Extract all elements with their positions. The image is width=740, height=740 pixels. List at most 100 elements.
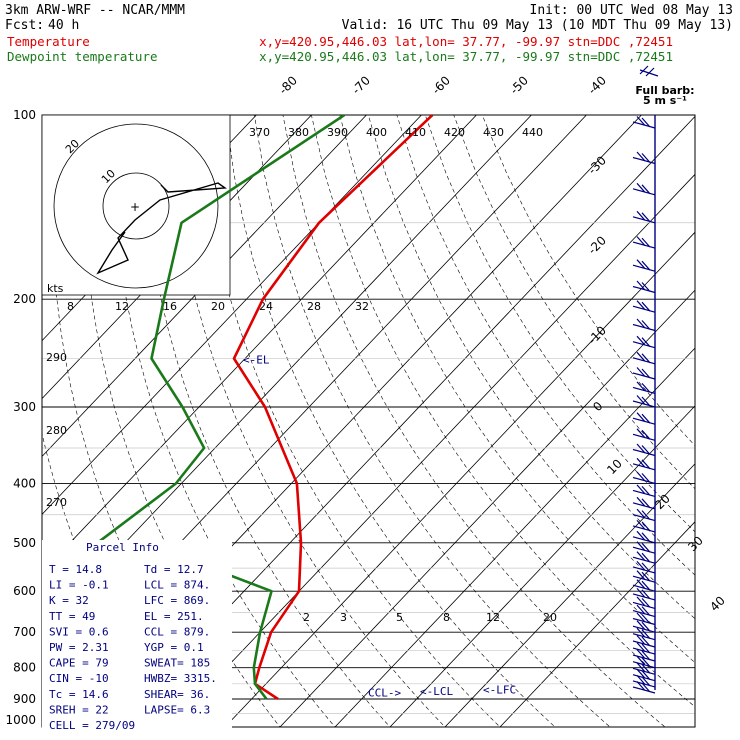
pressure-tick-label: 200: [13, 292, 36, 306]
isotherm-line: [42, 115, 367, 458]
parcel-stat-left: K = 32: [49, 594, 89, 607]
pressure-tick-label: 1000: [5, 713, 36, 727]
isotherm-label: -80: [276, 73, 300, 97]
hodograph-speed-tick: 12: [115, 300, 129, 313]
hodograph-speed-tick: 28: [307, 300, 321, 313]
wind-barb: [632, 412, 656, 425]
wind-barb: [632, 662, 656, 675]
wind-barb: [632, 642, 656, 655]
temperature-legend: Temperature: [7, 34, 90, 49]
isotherm-label: -40: [585, 73, 609, 97]
parcel-info-panel: Parcel Info T = 14.8 Td = 12.7 LI = -0.1 LC…: [42, 540, 232, 732]
wind-barb: [632, 428, 656, 441]
isotherm-label: -20: [585, 233, 609, 257]
isotherm-line: [444, 463, 695, 727]
isotherm-label: 10: [604, 456, 625, 477]
level-annotation: <-LCL: [420, 685, 453, 698]
hodograph-box: [41, 114, 231, 296]
parcel-stat-left: LI = -0.1: [49, 579, 109, 592]
wind-barb: [632, 471, 656, 485]
dry-adiabat: [481, 115, 695, 447]
wind-barb: [632, 259, 656, 272]
parcel-stat-right: SWEAT= 185: [144, 657, 210, 670]
mixing-ratio-label: 20: [543, 611, 557, 624]
wind-barb: [632, 280, 656, 294]
isotherm-line: [279, 289, 695, 727]
isotherm-label: -70: [349, 73, 373, 97]
mixing-ratio-label: 2: [303, 611, 310, 624]
hodograph-speed-tick: 16: [163, 300, 177, 313]
hodograph-trace: [96, 182, 227, 275]
isotherm-line: [169, 173, 695, 727]
hodograph-units: kts: [47, 282, 64, 295]
dry-adiabat: [225, 115, 556, 727]
isotherm-label: 30: [685, 533, 706, 554]
theta-label: 400: [366, 126, 387, 139]
wind-barb: [632, 612, 656, 626]
parcel-stat-right: YGP = 0.1: [144, 641, 204, 654]
wind-barb: [632, 210, 656, 224]
theta-label: 430: [483, 126, 504, 139]
level-annotation: <-LFC: [483, 684, 516, 697]
hodograph-speed-tick: 20: [211, 300, 225, 313]
wind-barb: [632, 541, 656, 554]
parcel-stat-right: CCL = 879.: [144, 625, 210, 638]
parcel-stat-right: EL = 251.: [144, 610, 204, 623]
wind-barb: [632, 596, 656, 609]
isotherm-label: -60: [429, 73, 453, 97]
hodograph-origin: +: [130, 200, 140, 214]
pressure-tick-label: 300: [13, 400, 36, 414]
wind-barb: [632, 520, 656, 533]
wind-barb: [632, 627, 656, 641]
theta-label: 420: [444, 126, 465, 139]
temperature-profile: [232, 115, 434, 701]
isotherm-label: -50: [507, 73, 531, 97]
parcel-info-title: Parcel Info: [86, 541, 159, 554]
parcel-stat-left: SVI = 0.6: [49, 625, 109, 638]
wind-barb: [632, 351, 656, 365]
isotherm-line: [389, 405, 695, 727]
dry-adiabat: [168, 115, 446, 727]
dry-adiabat: [197, 115, 501, 727]
wind-barb: [632, 381, 656, 394]
isotherm-label: 40: [707, 593, 728, 614]
parcel-stat-left: Tc = 14.6: [49, 688, 109, 701]
dry-adiabat: [368, 115, 695, 620]
parcel-stat-left: CAPE = 79: [49, 657, 109, 670]
dry-adiabat: [254, 115, 611, 727]
parcel-stat-right: LCL = 874.: [144, 579, 210, 592]
wind-barb: [632, 335, 656, 349]
mixing-ratio-label: 3: [340, 611, 347, 624]
isotherm-line: [224, 231, 695, 727]
pressure-tick-label: 600: [13, 584, 36, 598]
hodograph-ring: [53, 123, 219, 289]
dry-adiabat: [396, 115, 695, 576]
wind-barb: [632, 182, 656, 196]
plot-frame: [41, 114, 696, 728]
dry-adiabat: [339, 115, 695, 663]
dewpoint-legend: Dewpoint temperature: [7, 49, 158, 64]
theta-label: 370: [249, 126, 270, 139]
wind-barb: [632, 530, 656, 544]
theta-side-label: 290: [46, 351, 67, 364]
parcel-stat-left: T = 14.8: [49, 563, 102, 576]
pressure-tick-label: 800: [13, 661, 36, 675]
dry-adiabat: [424, 115, 695, 533]
hodograph-speed-tick: 8: [67, 300, 74, 313]
wind-barb: [632, 496, 656, 510]
theta-label: 390: [327, 126, 348, 139]
full-barb-units: 5 m s⁻¹: [643, 94, 687, 107]
pressure-tick-label: 100: [13, 108, 36, 122]
hodograph-speed-tick: 32: [355, 300, 369, 313]
sounding-profiles: [96, 115, 434, 701]
dry-adiabat: [282, 115, 666, 727]
mixing-ratio-label: 8: [443, 611, 450, 624]
wind-barb: [632, 300, 656, 313]
mixing-ratio-label: 5: [396, 611, 403, 624]
wind-barb: [632, 367, 656, 380]
wind-barb: [632, 635, 656, 648]
isotherm-line: [499, 521, 695, 727]
parcel-stat-left: TT = 49: [49, 610, 95, 623]
wind-barb: [632, 395, 656, 408]
